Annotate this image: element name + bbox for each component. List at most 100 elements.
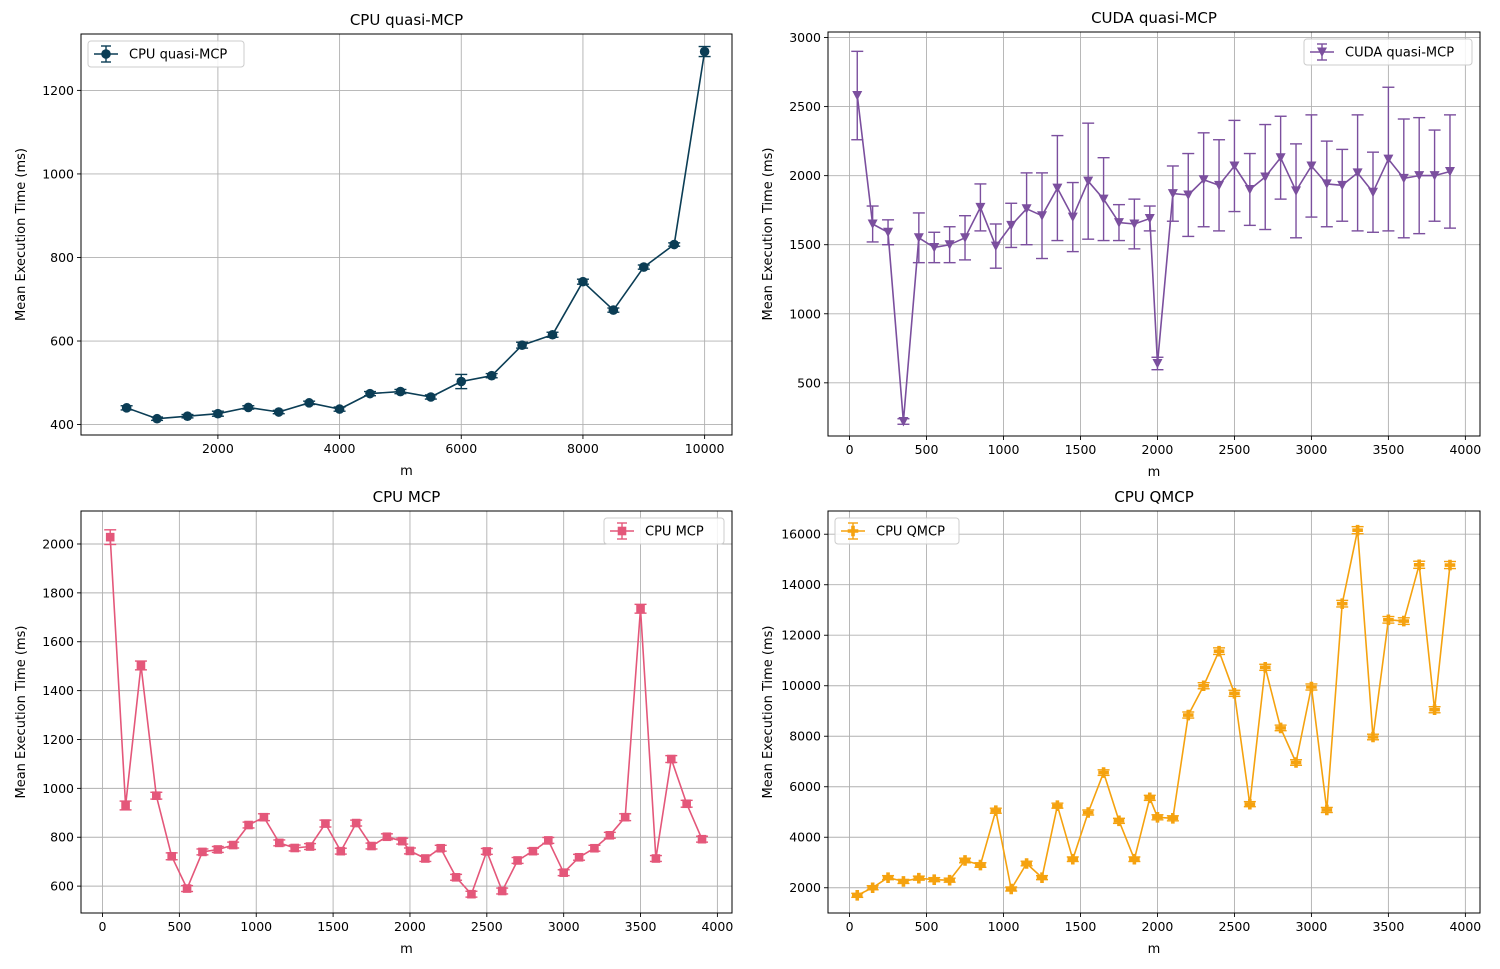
data-point (666, 754, 676, 764)
y-tick-label: 800 (50, 830, 74, 845)
x-tick-label: 1000 (988, 442, 1020, 457)
x-axis-label: m (1148, 942, 1161, 957)
x-tick-label: 2000 (1142, 442, 1174, 457)
plot-frame (80, 33, 733, 436)
y-tick-label: 2000 (42, 536, 74, 551)
series-line (856, 95, 1451, 423)
x-tick-label: 2000 (394, 919, 426, 934)
x-tick-label: 1500 (1065, 442, 1097, 457)
x-tick-label: 3500 (1372, 919, 1404, 934)
y-tick-label: 3000 (789, 30, 821, 45)
y-tick-label: 400 (50, 417, 74, 432)
data-point (167, 852, 176, 861)
data-point (1429, 171, 1440, 181)
y-tick-label: 10000 (781, 678, 821, 693)
data-point (697, 834, 707, 844)
series-1 (104, 529, 709, 899)
data-point (638, 262, 649, 272)
plot-frame (827, 510, 1481, 914)
data-point (1413, 559, 1425, 571)
data-point (228, 840, 238, 850)
data-point (1113, 815, 1125, 827)
data-point (382, 832, 392, 842)
x-tick-label: 1000 (240, 919, 272, 934)
y-tick-label: 2000 (789, 880, 821, 895)
data-point (436, 843, 446, 853)
y-tick-label: 600 (50, 334, 74, 349)
data-point (513, 856, 522, 865)
x-axis-label: m (400, 942, 413, 957)
data-point (305, 842, 315, 851)
x-tick-label: 500 (915, 442, 939, 457)
y-tick-label: 2500 (789, 99, 821, 114)
data-point (578, 276, 588, 287)
data-point (1067, 212, 1078, 223)
data-point (1098, 194, 1109, 205)
y-tick-label: 1200 (42, 732, 74, 747)
data-point (913, 233, 924, 243)
data-point (883, 227, 894, 238)
data-point (1167, 813, 1179, 824)
legend-box (1303, 38, 1473, 66)
chart-panel-2: 0 500 1000 1500 2000 2500 3000 3500 4000 500 1000 1… (761, 9, 1481, 480)
data-point (1036, 211, 1047, 221)
legend-marker (101, 49, 111, 59)
chart-panel-4: 0 500 1000 1500 2000 2500 3000 3500 4000 2000 4000… (761, 488, 1481, 957)
data-point (620, 812, 630, 822)
x-tick-label: 3500 (625, 919, 657, 934)
legend-label: CPU quasi-MCP (129, 48, 227, 63)
data-point (544, 836, 553, 845)
legend-label: CPU MCP (645, 525, 704, 540)
x-tick-label: 4000 (701, 919, 733, 934)
data-point (605, 830, 615, 840)
data-point (669, 239, 680, 250)
data-point (1067, 853, 1079, 865)
data-point (213, 408, 223, 419)
x-tick-label: 1500 (1065, 919, 1097, 934)
x-tick-label: 500 (915, 919, 939, 934)
data-point (990, 241, 1001, 252)
data-point (321, 819, 330, 828)
data-point (1098, 767, 1109, 778)
data-point (882, 872, 894, 883)
x-tick-label: 2500 (1219, 919, 1251, 934)
data-point (559, 868, 568, 877)
data-point (182, 884, 192, 893)
y-tick-label: 600 (50, 879, 74, 894)
data-point (852, 91, 863, 101)
chart-panel-1: 2000 4000 6000 8000 10000 400 600 800 1000 1200 CP… (14, 11, 733, 479)
data-point (397, 836, 407, 846)
data-point (1144, 792, 1156, 804)
data-point (1244, 798, 1256, 810)
data-point (1129, 219, 1140, 229)
y-tick-label: 1400 (42, 683, 74, 698)
data-point (547, 329, 558, 340)
legend-marker (617, 526, 627, 536)
data-point (351, 818, 361, 828)
data-point (365, 388, 375, 399)
series-1 (851, 524, 1456, 901)
x-tick-label: 3000 (548, 919, 580, 934)
data-point (1182, 709, 1194, 721)
data-point (1198, 680, 1209, 692)
y-tick-label: 1000 (42, 166, 74, 181)
data-point (1321, 179, 1332, 189)
legend-box (603, 517, 725, 545)
data-point (259, 812, 269, 822)
data-point (574, 852, 584, 862)
data-point (944, 240, 955, 250)
data-point (121, 801, 130, 810)
data-point (1244, 184, 1255, 195)
y-tick-label: 2000 (789, 168, 821, 183)
data-point (1444, 559, 1456, 571)
y-tick-label: 14000 (781, 577, 821, 592)
data-point (682, 799, 691, 809)
legend-label: CUDA quasi-MCP (1345, 46, 1454, 61)
x-tick-label: 3000 (1296, 919, 1328, 934)
data-point (1260, 172, 1271, 183)
data-point (334, 404, 345, 414)
data-point (451, 873, 461, 882)
data-point (1005, 883, 1017, 895)
data-point (1398, 173, 1409, 184)
data-point (1290, 757, 1302, 768)
